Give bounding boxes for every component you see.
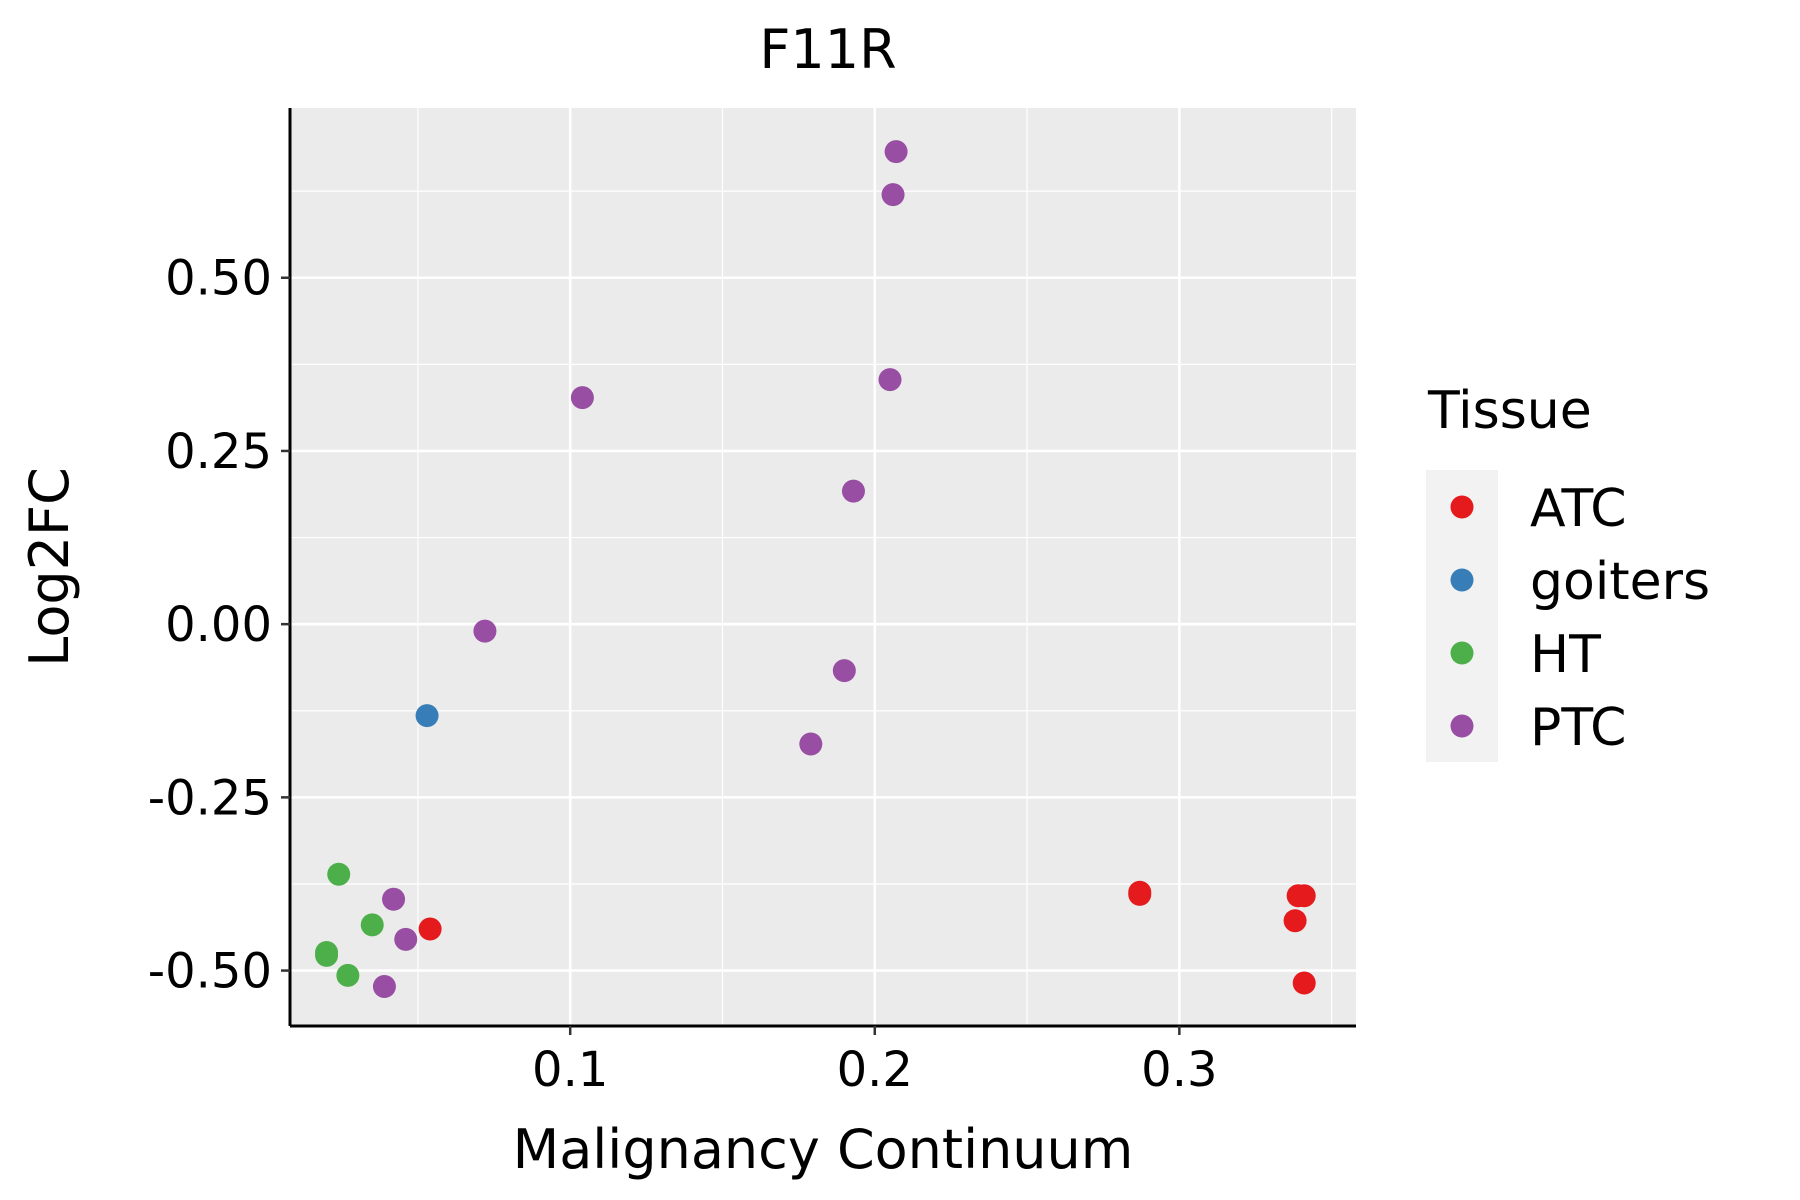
point-ht [327, 862, 351, 886]
point-ht [315, 943, 339, 967]
point-ptc [799, 732, 823, 756]
legend-key-ht [1450, 641, 1474, 665]
point-atc [1283, 909, 1307, 933]
y-tick-label: 0.25 [165, 424, 272, 480]
legend-label-goiters: goiters [1530, 552, 1710, 612]
legend: Tissue ATC goiters HT PTC [1426, 381, 1710, 762]
axis-ticks: 0.1 0.2 0.3 -0.50 -0.25 0.00 0.25 0.50 [148, 251, 1218, 1098]
legend-label-atc: ATC [1530, 479, 1627, 539]
point-ptc [841, 479, 865, 503]
point-atc [418, 917, 442, 941]
point-ptc [881, 183, 905, 207]
point-ptc [884, 140, 908, 164]
point-ptc [382, 887, 406, 911]
point-atc [1128, 882, 1152, 906]
point-ht [336, 963, 360, 987]
point-atc [1292, 971, 1316, 995]
y-tick-label: -0.25 [148, 770, 272, 826]
legend-label-ptc: PTC [1530, 698, 1626, 758]
legend-label-ht: HT [1530, 625, 1601, 685]
y-tick-label: -0.50 [148, 944, 272, 1000]
point-ptc [832, 659, 856, 683]
x-axis-title: Malignancy Continuum [513, 1118, 1134, 1181]
point-ptc [878, 368, 902, 392]
x-tick-label: 0.2 [837, 1042, 913, 1098]
legend-title: Tissue [1427, 381, 1592, 441]
plot-panel [290, 108, 1356, 1026]
chart-title: F11R [759, 18, 896, 81]
legend-key-background [1426, 470, 1498, 762]
point-ptc [394, 927, 418, 951]
legend-key-ptc [1450, 714, 1474, 738]
legend-key-atc [1450, 495, 1474, 519]
data-points [315, 140, 1316, 999]
y-tick-label: 0.00 [165, 597, 272, 653]
y-tick-label: 0.50 [165, 251, 272, 307]
point-ptc [473, 619, 497, 643]
legend-entries: ATC goiters HT PTC [1450, 479, 1710, 758]
point-ht [360, 913, 384, 937]
legend-key-goiters [1450, 568, 1474, 592]
x-tick-label: 0.3 [1141, 1042, 1217, 1098]
point-ptc [372, 975, 396, 999]
point-ptc [570, 386, 594, 410]
x-tick-label: 0.1 [532, 1042, 608, 1098]
grid-lines [290, 108, 1356, 1026]
point-atc [1292, 884, 1316, 908]
y-axis-title: Log2FC [18, 467, 81, 667]
point-goiters [415, 704, 439, 728]
